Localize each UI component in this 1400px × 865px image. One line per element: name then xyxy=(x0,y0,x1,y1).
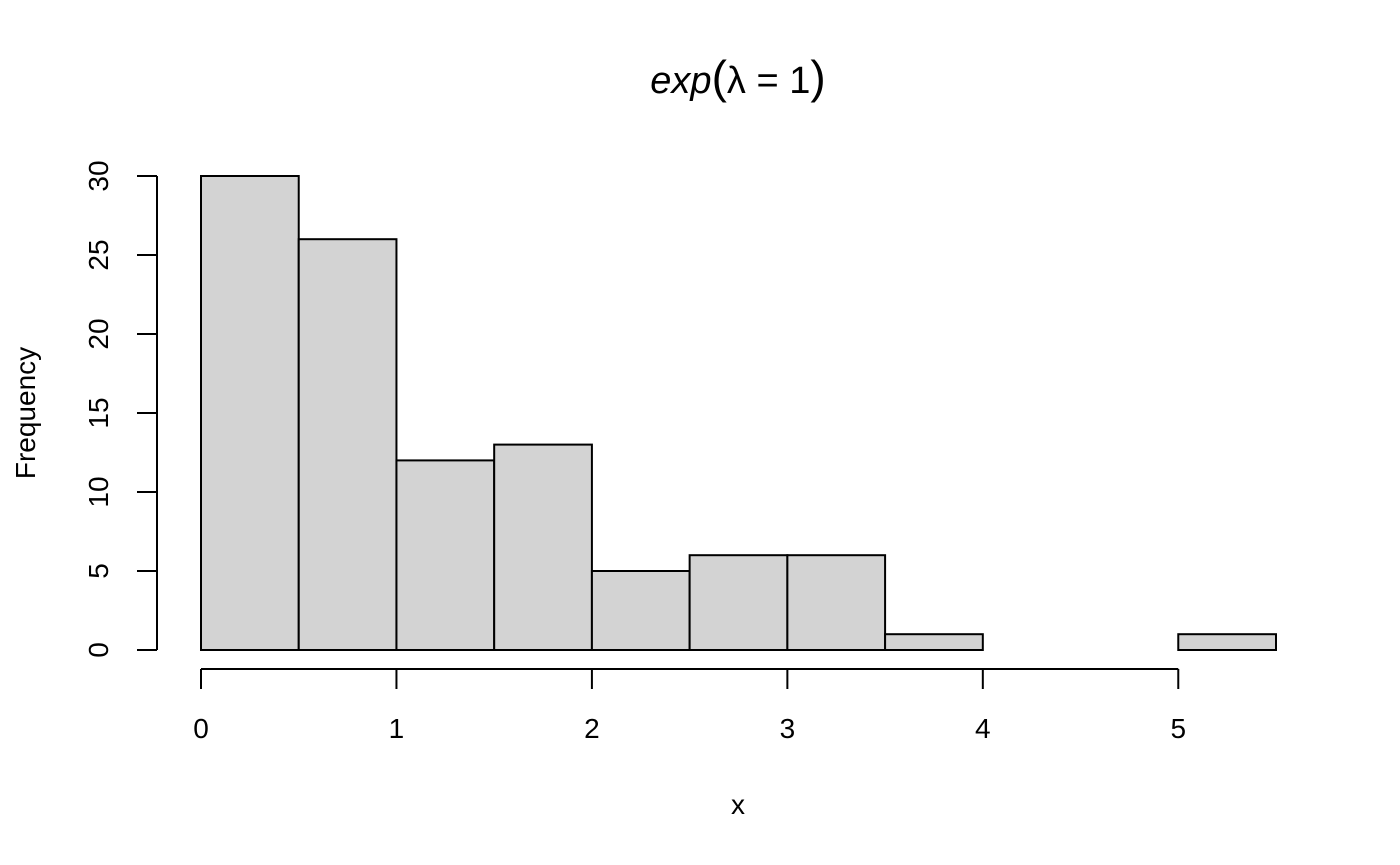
y-axis: 0 5 10 15 20 25 30 xyxy=(83,160,158,658)
y-tick-label: 20 xyxy=(83,318,114,349)
histogram-bars xyxy=(200,175,1277,652)
y-tick-label: 0 xyxy=(83,642,114,658)
histogram-bar xyxy=(493,443,593,651)
histogram-bar xyxy=(688,554,789,652)
y-tick-label: 30 xyxy=(83,160,114,191)
x-tick-label: 0 xyxy=(193,713,209,744)
chart-title-open-paren: ( xyxy=(712,51,728,103)
y-tick-label: 5 xyxy=(83,563,114,579)
chart-title-close-paren: ) xyxy=(810,51,825,103)
x-tick-label: 4 xyxy=(975,713,991,744)
histogram-bar xyxy=(590,570,691,651)
x-axis: 0 1 2 3 4 5 xyxy=(193,668,1186,744)
y-tick-label: 10 xyxy=(83,476,114,507)
histogram-bar xyxy=(395,459,496,651)
x-tick-label: 2 xyxy=(584,713,600,744)
histogram-bar xyxy=(884,633,984,652)
y-axis-title: Frequency xyxy=(10,347,41,479)
x-tick-label: 5 xyxy=(1170,713,1186,744)
y-tick-label: 25 xyxy=(83,239,114,270)
histogram-bar xyxy=(200,175,300,651)
chart-title-func: exp xyxy=(650,60,711,102)
histogram-bar xyxy=(1177,633,1277,652)
y-tick-label: 15 xyxy=(83,397,114,428)
x-axis-title: x xyxy=(731,789,745,820)
chart-title: exp(λ = 1) xyxy=(650,51,825,103)
histogram-bar xyxy=(786,554,887,652)
chart-title-expr: λ = 1 xyxy=(727,60,810,102)
histogram-bar xyxy=(297,238,398,651)
x-tick-label: 1 xyxy=(389,713,405,744)
x-tick-label: 3 xyxy=(780,713,796,744)
